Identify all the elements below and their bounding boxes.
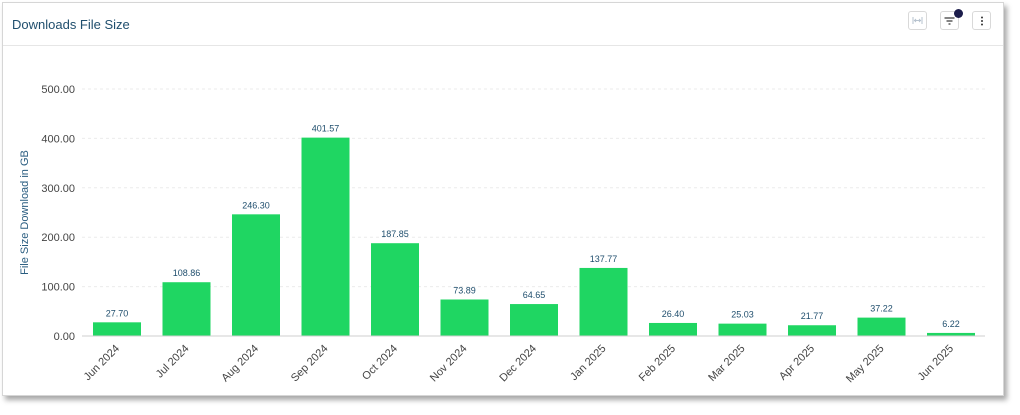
bar bbox=[857, 317, 906, 336]
bar bbox=[718, 323, 767, 336]
bar bbox=[440, 299, 489, 336]
bar bbox=[788, 325, 836, 336]
y-tick-label: 300.00 bbox=[41, 183, 75, 195]
x-tick-label: Oct 2024 bbox=[360, 343, 400, 383]
x-tick-label: Mar 2025 bbox=[706, 343, 747, 384]
data-label: 27.70 bbox=[106, 308, 129, 318]
data-label: 73.89 bbox=[453, 285, 476, 295]
y-tick-label: 500.00 bbox=[41, 84, 75, 96]
filter-lines-icon bbox=[944, 16, 955, 25]
x-tick-label: Aug 2024 bbox=[219, 343, 261, 385]
x-tick-label: Apr 2025 bbox=[777, 343, 817, 383]
x-tick-label: Sep 2024 bbox=[289, 343, 331, 385]
fit-width-button[interactable] bbox=[908, 11, 927, 30]
data-label: 25.03 bbox=[731, 310, 754, 320]
card-title: Downloads File Size bbox=[12, 17, 130, 32]
data-label: 187.85 bbox=[381, 229, 409, 239]
bar bbox=[927, 332, 975, 336]
x-tick-label: Dec 2024 bbox=[497, 343, 539, 385]
data-label: 246.30 bbox=[242, 200, 270, 210]
more-vertical-icon bbox=[980, 16, 983, 25]
filter-active-badge bbox=[954, 9, 963, 18]
data-label: 64.65 bbox=[523, 290, 546, 300]
x-tick-label: Jul 2024 bbox=[154, 343, 192, 381]
fit-width-icon bbox=[912, 17, 923, 24]
bar bbox=[579, 267, 628, 336]
data-label: 6.22 bbox=[942, 319, 960, 329]
x-tick-label: Nov 2024 bbox=[428, 343, 470, 385]
y-tick-label: 400.00 bbox=[41, 133, 75, 145]
data-label: 21.77 bbox=[801, 311, 824, 321]
x-tick-label: May 2025 bbox=[844, 343, 887, 386]
y-tick-label: 200.00 bbox=[41, 232, 75, 244]
card-header: Downloads File Size bbox=[3, 3, 1003, 46]
bar bbox=[162, 282, 211, 336]
data-label: 401.57 bbox=[312, 124, 340, 134]
x-tick-label: Feb 2025 bbox=[637, 343, 678, 384]
x-tick-label: Jan 2025 bbox=[568, 343, 608, 383]
x-tick-label: Jun 2024 bbox=[82, 343, 122, 383]
y-tick-label: 100.00 bbox=[41, 282, 75, 294]
y-axis-title: File Size Download in GB bbox=[19, 150, 31, 275]
more-options-button[interactable] bbox=[972, 11, 991, 30]
bar bbox=[232, 214, 280, 336]
bar bbox=[371, 243, 419, 336]
bar bbox=[510, 304, 558, 336]
x-tick-label: Jun 2025 bbox=[916, 343, 956, 383]
data-label: 108.86 bbox=[173, 268, 201, 278]
y-tick-label: 0.00 bbox=[54, 331, 75, 343]
data-label: 137.77 bbox=[590, 254, 618, 264]
data-label: 26.40 bbox=[662, 309, 685, 319]
data-label: 37.22 bbox=[870, 304, 893, 314]
bar bbox=[649, 322, 697, 336]
bar bbox=[93, 322, 141, 336]
bar bbox=[301, 137, 350, 336]
